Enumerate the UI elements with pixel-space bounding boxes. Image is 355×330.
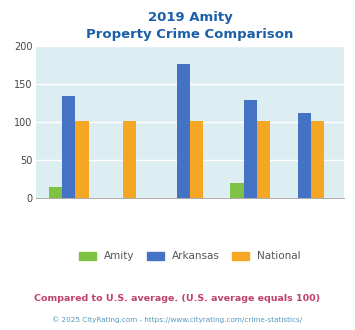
Bar: [257, 121, 271, 198]
Bar: [298, 113, 311, 198]
Bar: [76, 121, 89, 198]
Text: Compared to U.S. average. (U.S. average equals 100): Compared to U.S. average. (U.S. average …: [34, 294, 321, 303]
Title: 2019 Amity
Property Crime Comparison: 2019 Amity Property Crime Comparison: [86, 11, 294, 41]
Bar: [244, 100, 257, 198]
Bar: [176, 64, 190, 198]
Bar: [311, 121, 324, 198]
Bar: [123, 121, 136, 198]
Bar: [62, 95, 76, 198]
Text: © 2025 CityRating.com - https://www.cityrating.com/crime-statistics/: © 2025 CityRating.com - https://www.city…: [53, 317, 302, 323]
Bar: [49, 187, 62, 198]
Legend: Amity, Arkansas, National: Amity, Arkansas, National: [75, 247, 305, 266]
Bar: [230, 183, 244, 198]
Bar: [190, 121, 203, 198]
